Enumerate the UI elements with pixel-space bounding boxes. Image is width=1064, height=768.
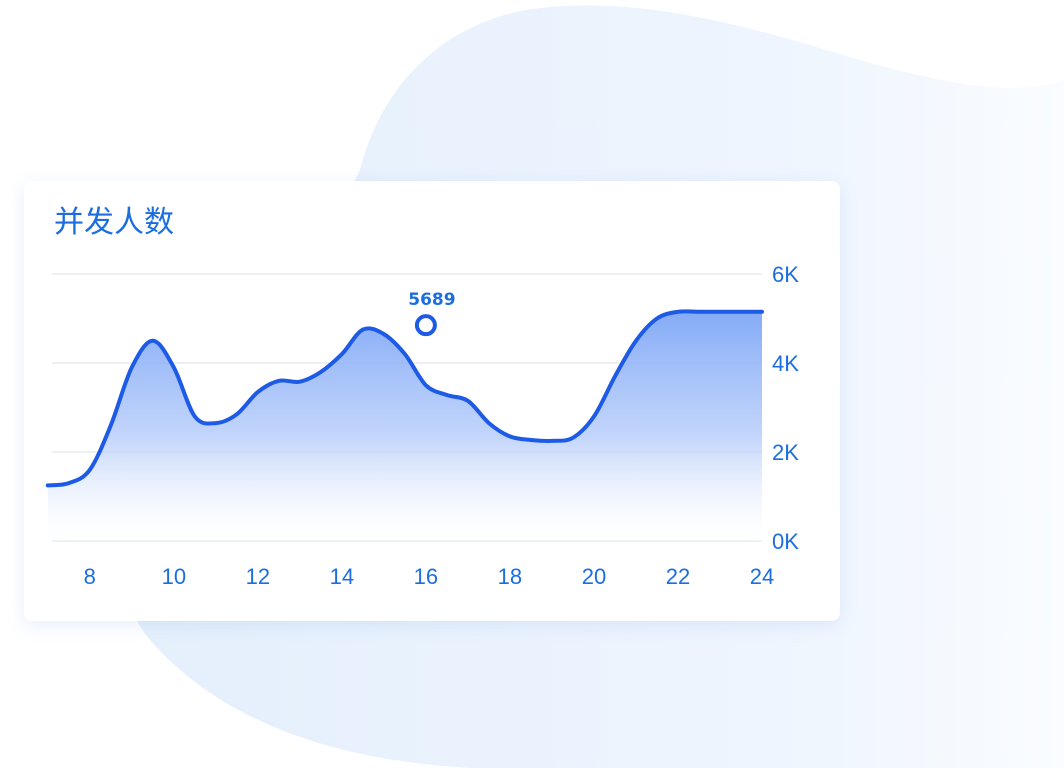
axis-labels: 0K 2K 4K 6K 8 10 12 14 16 18 20 22 24 bbox=[84, 262, 800, 589]
concurrent-users-card: 并发人数 0K 2K 4K 6K 8 10 12 14 16 18 20 22 24 5689 bbox=[24, 181, 840, 621]
highlight-point bbox=[414, 314, 437, 337]
y-tick-label: 6K bbox=[772, 262, 799, 287]
x-tick-label: 14 bbox=[330, 564, 354, 589]
concurrent-users-chart: 0K 2K 4K 6K 8 10 12 14 16 18 20 22 24 5689 bbox=[45, 262, 800, 589]
y-tick-label: 2K bbox=[772, 440, 799, 465]
highlight-layer: 5689 bbox=[408, 290, 456, 337]
area-fill bbox=[47, 311, 763, 541]
series-line bbox=[45, 309, 764, 488]
x-tick-label: 22 bbox=[666, 564, 690, 589]
x-tick-label: 18 bbox=[498, 564, 522, 589]
highlight-data-label: 5689 bbox=[408, 290, 455, 310]
x-tick-label: 20 bbox=[582, 564, 606, 589]
x-tick-label: 8 bbox=[84, 564, 96, 589]
x-tick-label: 24 bbox=[750, 564, 774, 589]
x-tick-label: 12 bbox=[246, 564, 270, 589]
x-tick-label: 16 bbox=[414, 564, 438, 589]
card-title: 并发人数 bbox=[54, 205, 174, 240]
y-tick-label: 4K bbox=[772, 351, 799, 376]
area-layer bbox=[45, 309, 764, 541]
x-tick-label: 10 bbox=[162, 564, 186, 589]
y-tick-label: 0K bbox=[772, 529, 799, 554]
